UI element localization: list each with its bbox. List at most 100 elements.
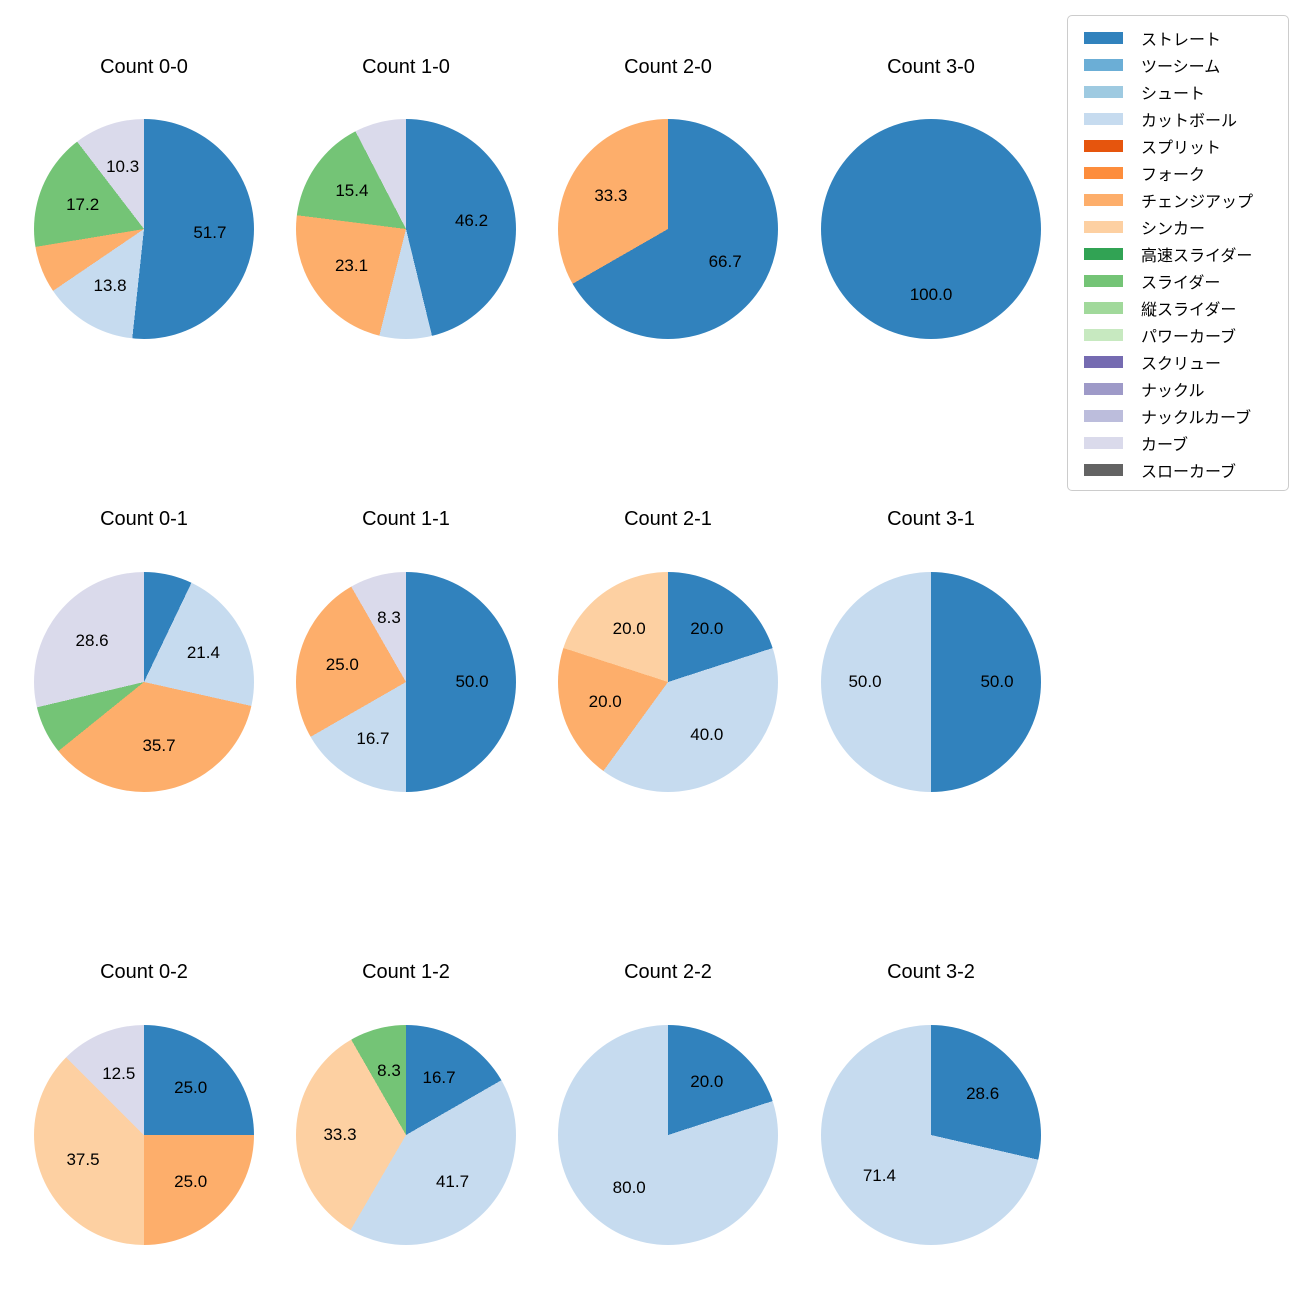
legend-swatch xyxy=(1084,301,1123,314)
chart-title: Count 2-2 xyxy=(624,961,712,983)
legend-swatch xyxy=(1084,58,1123,71)
chart-title: Count 1-2 xyxy=(362,961,450,983)
pie-chart: 20.0 80.0 xyxy=(558,1025,778,1245)
pie-chart: 16.7 41.7 33.3 8.3 xyxy=(296,1025,516,1245)
legend-swatch xyxy=(1084,220,1123,233)
legend-label: 高速スライダー xyxy=(1141,247,1253,265)
legend-item: シンカー xyxy=(1068,213,1288,240)
legend-label: スライダー xyxy=(1141,274,1221,292)
chart-title: Count 3-2 xyxy=(887,961,975,983)
legend-swatch xyxy=(1084,31,1123,44)
chart-title: Count 0-1 xyxy=(100,508,188,530)
pie-value-label: 66.7 xyxy=(708,252,742,272)
legend-label: パワーカーブ xyxy=(1141,328,1237,346)
pie-value-label: 23.1 xyxy=(334,256,369,276)
pie-value-label: 100.0 xyxy=(909,285,953,304)
pie-value-label: 12.5 xyxy=(102,1064,136,1084)
legend-label: ナックル xyxy=(1141,382,1205,400)
legend-item: ナックルカーブ xyxy=(1068,402,1288,429)
pie-value-label: 37.5 xyxy=(66,1150,100,1170)
pie-value-label: 17.2 xyxy=(66,194,100,214)
pie-value-label: 33.3 xyxy=(594,185,628,205)
pie-value-label: 20.0 xyxy=(690,618,724,638)
legend-item: チェンジアップ xyxy=(1068,186,1288,213)
legend-item: スクリュー xyxy=(1068,348,1288,375)
pie-value-label: 20.0 xyxy=(588,692,622,712)
legend-label: カーブ xyxy=(1141,436,1189,454)
pie-value-label: 50.0 xyxy=(980,672,1014,691)
legend-label: スローカーブ xyxy=(1141,463,1237,481)
pie-chart: 25.0 25.0 37.5 12.5 xyxy=(34,1025,254,1245)
legend-swatch xyxy=(1084,139,1123,152)
pie-chart: 51.7 13.8 17.2 10.3 xyxy=(34,119,254,339)
pie-value-label: 35.7 xyxy=(142,736,176,756)
chart-title: Count 0-2 xyxy=(100,961,188,983)
legend-swatch xyxy=(1084,247,1123,260)
chart-title: Count 0-0 xyxy=(100,56,188,78)
legend-label: スクリュー xyxy=(1141,355,1222,373)
pie-value-label: 20.0 xyxy=(690,1071,724,1091)
pie-value-label: 8.3 xyxy=(377,1061,401,1081)
legend-item: 高速スライダー xyxy=(1068,240,1288,267)
pie-value-label: 20.0 xyxy=(612,618,646,638)
legend-swatch xyxy=(1084,166,1123,179)
legend-item: フォーク xyxy=(1068,159,1288,186)
pie-value-label: 33.3 xyxy=(323,1124,357,1144)
legend-item: 縦スライダー xyxy=(1068,294,1288,321)
chart-title: Count 2-0 xyxy=(624,56,712,78)
legend-swatch xyxy=(1084,355,1123,368)
pie-value-label: 16.7 xyxy=(422,1067,456,1087)
chart-title: Count 1-0 xyxy=(362,56,450,78)
pie-value-label: 71.4 xyxy=(862,1166,896,1186)
legend-label: ツーシーム xyxy=(1141,58,1221,76)
legend-item: パワーカーブ xyxy=(1068,321,1288,348)
legend: ストレートツーシームシュートカットボール スプリットフォークチェンジアップ シンカー… xyxy=(1067,15,1289,491)
pie-value-label: 16.7 xyxy=(356,729,390,749)
legend-swatch xyxy=(1084,463,1123,476)
legend-item: スプリット xyxy=(1068,132,1288,159)
pie-chart: 28.6 71.4 xyxy=(821,1025,1041,1245)
pie-value-label: 40.0 xyxy=(690,725,724,745)
pie-value-label: 51.7 xyxy=(193,222,227,242)
legend-swatch xyxy=(1084,436,1123,449)
legend-label: スプリット xyxy=(1141,139,1222,157)
legend-swatch xyxy=(1084,274,1123,287)
pie-value-label: 46.2 xyxy=(454,211,489,231)
legend-label: 縦スライダー xyxy=(1141,301,1237,319)
legend-label: カットボール xyxy=(1141,112,1238,130)
pie-chart: 46.2 23.1 15.4 xyxy=(296,119,516,339)
pie-value-label: 25.0 xyxy=(325,654,359,674)
legend-swatch xyxy=(1084,409,1123,422)
legend-item: ナックル xyxy=(1068,375,1288,402)
pie-value-label: 10.3 xyxy=(106,156,140,176)
pie-value-label: 28.6 xyxy=(966,1083,1000,1103)
chart-title: Count 1-1 xyxy=(362,508,450,530)
chart-title: Count 3-0 xyxy=(887,56,975,78)
pie-value-label: 13.8 xyxy=(93,275,127,295)
legend-label: ナックルカーブ xyxy=(1141,409,1252,427)
pie-chart: 66.7 33.3 xyxy=(558,119,778,339)
pie-value-label: 80.0 xyxy=(612,1178,646,1198)
legend-label: フォーク xyxy=(1141,166,1206,184)
legend-item: スライダー xyxy=(1068,267,1288,294)
legend-item: スローカーブ xyxy=(1068,456,1288,483)
legend-label: シュート xyxy=(1141,85,1206,103)
pie-value-label: 41.7 xyxy=(435,1171,470,1191)
legend-item: ツーシーム xyxy=(1068,51,1288,78)
legend-swatch xyxy=(1084,328,1123,341)
pie-value-label: 50.0 xyxy=(455,672,489,691)
legend-swatch xyxy=(1084,193,1123,206)
legend-label: チェンジアップ xyxy=(1141,193,1254,211)
pie-chart: 21.4 35.7 28.6 xyxy=(34,572,254,792)
pie-value-label: 8.3 xyxy=(377,608,401,628)
legend-item: ストレート xyxy=(1068,24,1288,51)
pie-value-label: 28.6 xyxy=(75,631,109,651)
legend-label: シンカー xyxy=(1141,220,1206,238)
pie-chart: 100.0 xyxy=(821,119,1041,339)
legend-item: カーブ xyxy=(1068,429,1288,456)
pie-value-label: 25.0 xyxy=(174,1171,208,1191)
legend-swatch xyxy=(1084,112,1123,125)
chart-title: Count 2-1 xyxy=(624,508,712,530)
pie-value-label: 21.4 xyxy=(186,643,220,663)
pie-value-label: 25.0 xyxy=(174,1078,208,1098)
